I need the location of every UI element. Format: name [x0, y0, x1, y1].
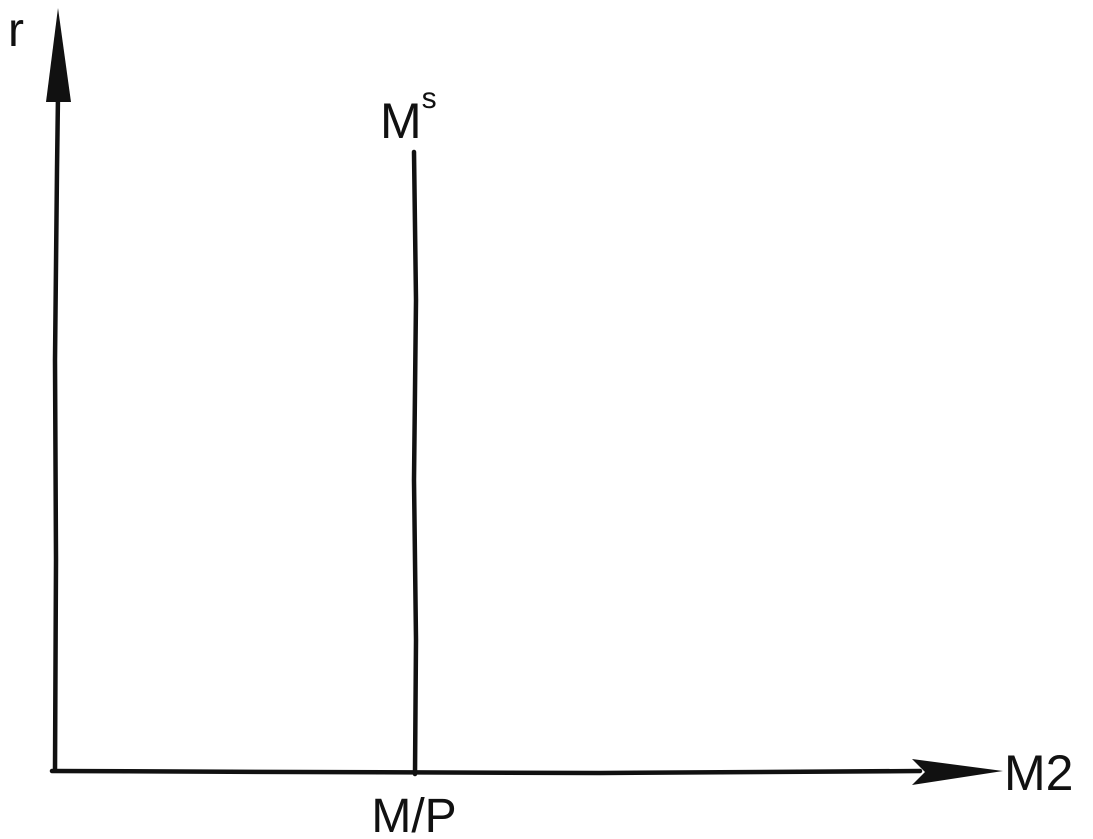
supply-curve-label-main: M	[380, 93, 422, 149]
supply-curve-label-superscript: s	[422, 82, 437, 115]
y-axis-line	[52, 92, 61, 773]
money-supply-line	[411, 149, 419, 777]
x-axis-label: M2	[1004, 745, 1073, 801]
x-axis	[49, 759, 1003, 785]
x-axis-line	[49, 768, 923, 776]
y-axis-label: r	[8, 4, 24, 57]
x-axis-arrowhead	[912, 759, 1003, 785]
x-marker-label: M/P	[371, 790, 456, 839]
y-axis-arrowhead	[46, 8, 71, 102]
y-axis	[46, 8, 71, 773]
supply-curve-label: Ms	[380, 82, 437, 149]
